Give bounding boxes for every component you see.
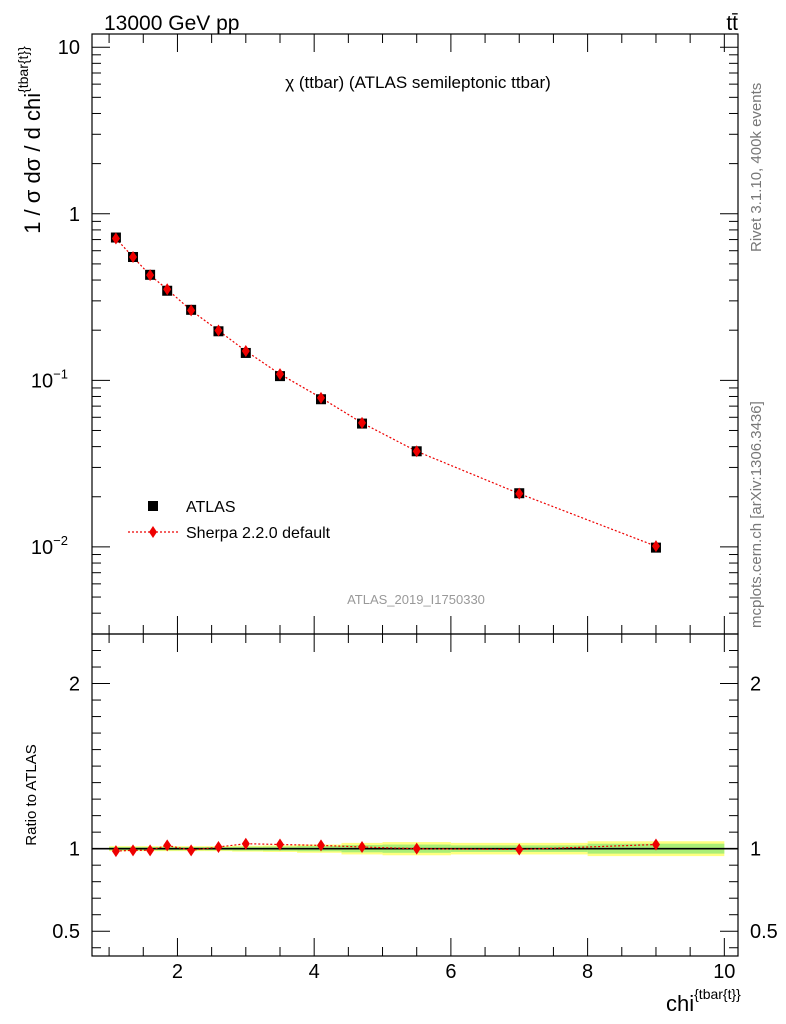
ratio-sherpa-point (515, 843, 524, 856)
ratio-frame (91, 633, 739, 957)
x-axis-label: chi{tbar{t}} (666, 986, 741, 1016)
mcplots-label: mcplots.cern.ch [arXiv:1306.3436] (748, 401, 765, 628)
legend-atlas-label: ATLAS (186, 499, 236, 516)
ratio-sherpa-point (187, 844, 196, 857)
ratio-y-tick-label: 1 (69, 839, 80, 861)
ratio-y-axis-label: Ratio to ATLAS (23, 744, 40, 845)
ratio-sherpa-point (275, 838, 284, 851)
ratio-sherpa-point (129, 844, 138, 857)
ratio-y-tick-label-right: 2 (750, 674, 761, 696)
y-axis-label-text: 1 / σ dσ / d chi{tbar{t}} (15, 46, 45, 234)
sherpa-point (358, 416, 367, 429)
sherpa-point (187, 304, 196, 317)
sherpa-point (412, 445, 421, 458)
y-axis-label: 1 / σ dσ / d chi{tbar{t}} (15, 46, 45, 234)
x-tick-label: 10 (713, 961, 735, 983)
sherpa-point (515, 487, 524, 500)
sherpa-point (241, 345, 250, 358)
ratio-y-tick-label-right: 0.5 (750, 921, 778, 943)
process-label: tt̄ (726, 12, 738, 35)
ratio-y-tick-label: 0.5 (52, 921, 80, 943)
ratio-sherpa-point (163, 839, 172, 852)
ratio-sherpa-point (214, 841, 223, 854)
y-tick-label: 10−2 (31, 533, 68, 559)
sherpa-point (163, 283, 172, 296)
ratio-y-tick-label: 2 (69, 674, 80, 696)
ratio-sherpa-point (358, 841, 367, 854)
main-frame (91, 33, 739, 635)
main-axis-ticks: 10−2 10−1 1 10 (31, 34, 738, 635)
ratio-sherpa-points (111, 837, 660, 858)
sherpa-point (214, 324, 223, 337)
x-axis-label-text: chi{tbar{t}} (666, 986, 741, 1016)
y-tick-label: 10 (58, 37, 80, 59)
x-tick-label: 6 (445, 961, 456, 983)
legend-sherpa-label: Sherpa 2.2.0 default (186, 525, 331, 542)
legend-atlas-marker (148, 501, 158, 511)
ratio-sherpa-point (412, 842, 421, 855)
x-tick-label: 4 (309, 961, 320, 983)
ratio-panel: 0.5 0.5 1 1 2 2 2 4 6 8 10 Ratio to ATLAS chi{tbar… (23, 633, 778, 1016)
energy-label: 13000 GeV pp (104, 12, 239, 35)
x-tick-label: 2 (172, 961, 183, 983)
x-tick-label: 8 (582, 961, 593, 983)
plot-title: χ (ttbar) (ATLAS semileptonic ttbar) (285, 73, 551, 92)
ratio-y-tick-label-right: 1 (750, 839, 761, 861)
sherpa-point (111, 232, 120, 245)
sherpa-point (129, 251, 138, 264)
ratio-sherpa-point (111, 845, 120, 858)
sherpa-points (111, 232, 660, 553)
y-tick-label: 1 (69, 204, 80, 226)
ratio-sherpa-point (651, 838, 660, 851)
legend-sherpa-marker (149, 526, 157, 538)
legend: ATLAS Sherpa 2.2.0 default (128, 499, 331, 542)
sherpa-point (146, 269, 155, 282)
main-panel: 10−2 10−1 1 10 χ (ttbar) (ATLAS semileptoni… (15, 33, 739, 635)
ratio-axis-ticks: 0.5 0.5 1 1 2 2 2 4 6 8 10 (52, 634, 778, 983)
rivet-label: Rivet 3.1.10, 400k events (748, 82, 765, 252)
ratio-sherpa-point (317, 839, 326, 852)
sherpa-point (651, 540, 660, 553)
ratio-sherpa-point (146, 844, 155, 857)
y-tick-label: 10−1 (31, 366, 68, 392)
sherpa-point (275, 368, 284, 381)
sherpa-point (317, 391, 326, 404)
analysis-watermark: ATLAS_2019_I1750330 (347, 592, 485, 607)
ratio-sherpa-point (241, 837, 250, 850)
